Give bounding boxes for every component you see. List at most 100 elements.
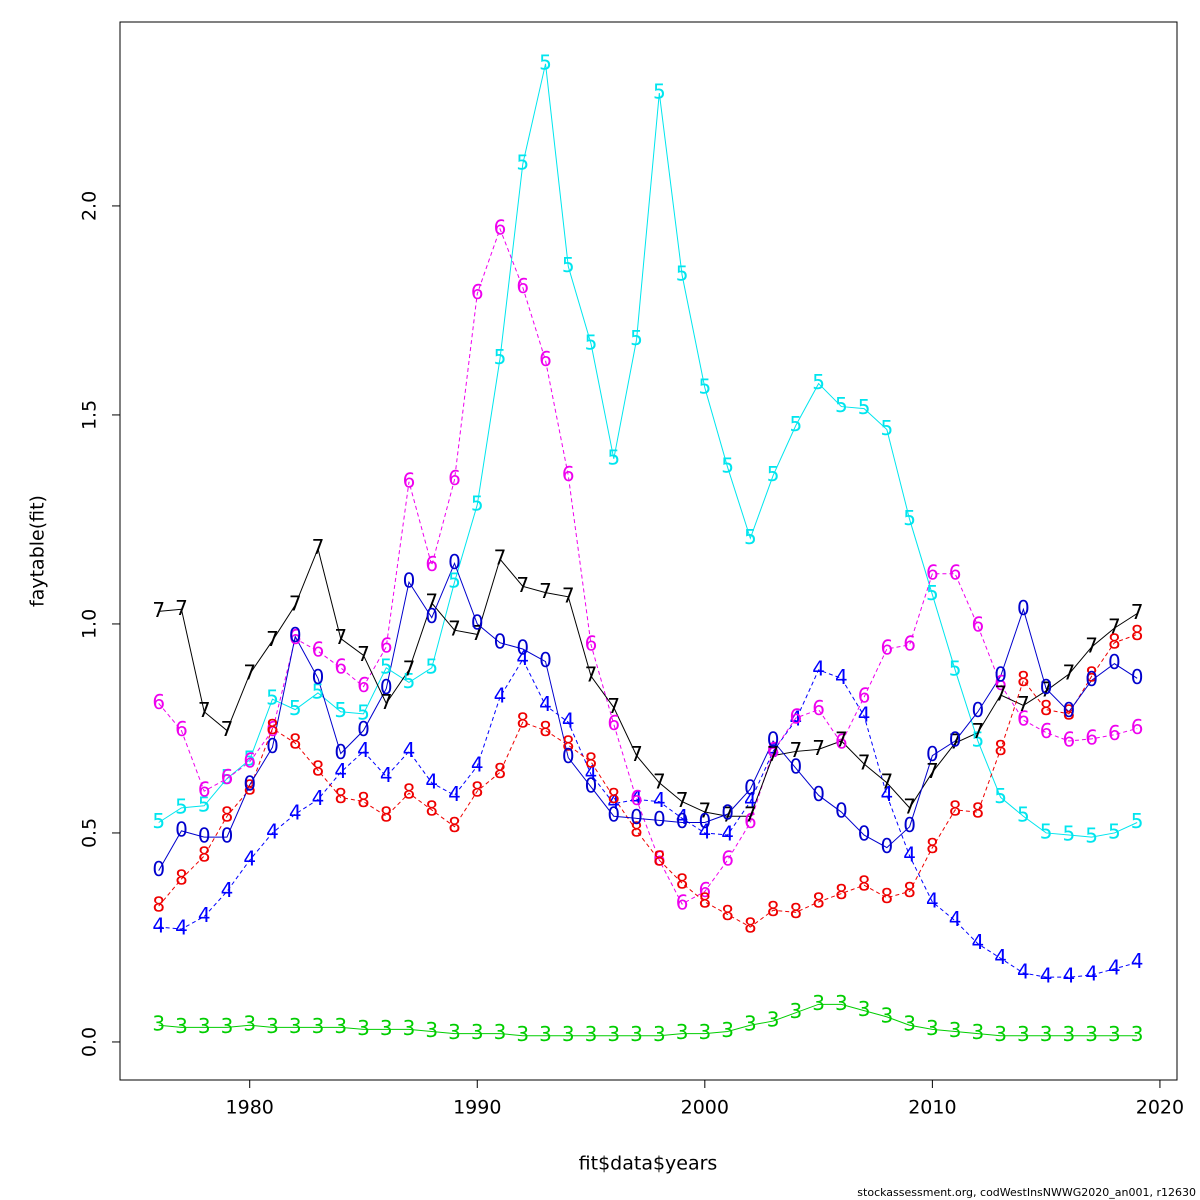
point-label: 8: [175, 865, 188, 889]
point-label: 3: [334, 1014, 347, 1038]
point-label: 0: [1131, 665, 1144, 689]
point-label: 6: [880, 636, 893, 660]
series-line: [158, 633, 1138, 928]
point-label: 0: [198, 824, 211, 848]
point-label: 8: [1017, 667, 1030, 691]
point-label: 3: [835, 991, 848, 1015]
point-label: 6: [744, 809, 757, 833]
point-label: 4: [448, 782, 461, 806]
point-label: 7: [312, 535, 325, 559]
point-label: 4: [539, 692, 552, 716]
point-label: 0: [243, 771, 256, 795]
point-label: 0: [175, 817, 188, 841]
point-label: 6: [630, 786, 643, 810]
point-label: 4: [494, 684, 507, 708]
point-label: 3: [198, 1014, 211, 1038]
point-label: 4: [221, 878, 234, 902]
point-label: 5: [812, 370, 825, 394]
point-label: 4: [471, 753, 484, 777]
point-label: 0: [676, 809, 689, 833]
point-label: 0: [880, 834, 893, 858]
point-label: 8: [1040, 696, 1053, 720]
point-label: 0: [721, 801, 734, 825]
point-label: 7: [152, 598, 165, 622]
point-label: 8: [152, 893, 165, 917]
point-label: 3: [789, 999, 802, 1023]
point-label: 8: [562, 732, 575, 756]
point-label: 4: [425, 769, 438, 793]
point-label: 4: [312, 786, 325, 810]
point-label: 0: [903, 813, 916, 837]
footer: stockassessment.org, codWestInsNWWG2020_…: [857, 1186, 1196, 1199]
point-label: 7: [539, 579, 552, 603]
point-label: 0: [516, 636, 529, 660]
point-label: 4: [653, 788, 666, 812]
point-label: 8: [1108, 629, 1121, 653]
point-label: 4: [175, 916, 188, 940]
point-label: 8: [425, 796, 438, 820]
point-label: 3: [926, 1016, 939, 1040]
point-label: 0: [221, 824, 234, 848]
point-label: 0: [448, 550, 461, 574]
point-label: 4: [721, 822, 734, 846]
point-label: 7: [471, 621, 484, 645]
point-label: 5: [448, 569, 461, 593]
point-label: 7: [221, 717, 234, 741]
point-label: 6: [676, 891, 689, 915]
point-label: 4: [744, 788, 757, 812]
x-tick-label: 1980: [226, 1097, 274, 1119]
point-label: 4: [698, 819, 711, 843]
point-label: 7: [1131, 600, 1144, 624]
point-label: 3: [858, 997, 871, 1021]
point-label: 7: [880, 769, 893, 793]
point-label: 6: [539, 347, 552, 371]
point-label: 3: [880, 1003, 893, 1027]
point-label: 8: [494, 759, 507, 783]
point-label: 4: [380, 763, 393, 787]
point-label: 3: [494, 1020, 507, 1044]
point-label: 8: [972, 799, 985, 823]
point-label: 8: [994, 736, 1007, 760]
point-label: 4: [858, 702, 871, 726]
point-label: 7: [903, 794, 916, 818]
point-label: 7: [1017, 692, 1030, 716]
point-label: 7: [607, 694, 620, 718]
point-label: 6: [585, 631, 598, 655]
point-label: 4: [676, 805, 689, 829]
point-label: 3: [994, 1022, 1007, 1046]
point-label: 3: [949, 1018, 962, 1042]
point-label: 8: [812, 888, 825, 912]
point-label: 7: [516, 573, 529, 597]
point-label: 0: [994, 663, 1007, 687]
point-label: 8: [312, 757, 325, 781]
x-tick-label: 2010: [908, 1097, 956, 1119]
point-label: 8: [403, 780, 416, 804]
point-label: 8: [448, 813, 461, 837]
point-label: 0: [812, 782, 825, 806]
series-line: [158, 1003, 1138, 1037]
point-label: 8: [607, 784, 620, 808]
point-label: 8: [357, 788, 370, 812]
point-label: 3: [653, 1022, 666, 1046]
point-label: 0: [334, 740, 347, 764]
point-label: 7: [721, 803, 734, 827]
point-label: 3: [221, 1014, 234, 1038]
point-label: 5: [1131, 809, 1144, 833]
point-label: 0: [357, 717, 370, 741]
point-label: 6: [357, 673, 370, 697]
point-label: 7: [744, 803, 757, 827]
point-label: 3: [744, 1012, 757, 1036]
point-label: 4: [1040, 964, 1053, 988]
point-label: 3: [1040, 1022, 1053, 1046]
point-label: 5: [198, 792, 211, 816]
point-label: 3: [516, 1022, 529, 1046]
point-label: 4: [949, 907, 962, 931]
point-label: 4: [903, 842, 916, 866]
point-label: 6: [471, 280, 484, 304]
point-label: 7: [562, 583, 575, 607]
point-label: 7: [949, 730, 962, 754]
point-label: 8: [698, 888, 711, 912]
point-label: 6: [903, 631, 916, 655]
point-label: 4: [357, 738, 370, 762]
series-line: [158, 227, 1138, 905]
